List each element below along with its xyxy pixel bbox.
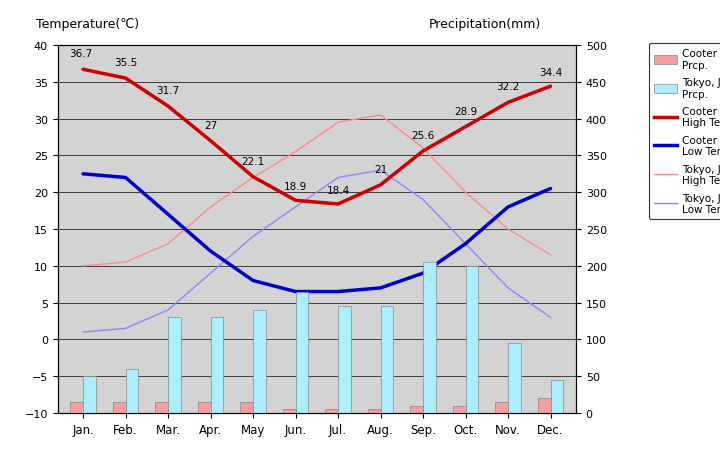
Bar [156,402,168,413]
Text: 18.4: 18.4 [326,186,350,196]
Bar [83,376,96,413]
Bar [508,343,521,413]
Bar [168,318,181,413]
Bar [283,409,295,413]
Text: 18.9: 18.9 [284,182,307,192]
Bar [295,292,308,413]
Legend: Cooter Pedy
Prcp., Tokyo, Japan
Prcp., Cooter Pedy
High Temp., Cooter Pedy
Low T: Cooter Pedy Prcp., Tokyo, Japan Prcp., C… [649,44,720,220]
Bar [495,402,508,413]
Bar [338,307,351,413]
Bar [410,406,423,413]
Bar [198,402,210,413]
Text: 36.7: 36.7 [69,49,93,59]
Bar [113,402,125,413]
Text: 31.7: 31.7 [156,86,180,96]
Bar [453,406,466,413]
Bar [381,307,393,413]
Text: Precipitation(mm): Precipitation(mm) [428,18,541,31]
Text: 27: 27 [204,120,217,130]
Text: 35.5: 35.5 [114,58,138,68]
Bar [125,369,138,413]
Text: 34.4: 34.4 [539,68,562,78]
Bar [423,263,436,413]
Text: Temperature(℃): Temperature(℃) [36,18,139,31]
Bar [538,398,551,413]
Bar [466,266,478,413]
Text: 21: 21 [374,164,387,174]
Bar [210,318,223,413]
Text: 32.2: 32.2 [496,82,520,92]
Text: 22.1: 22.1 [241,157,265,166]
Bar [325,409,338,413]
Bar [240,402,253,413]
Bar [71,402,83,413]
Text: 25.6: 25.6 [411,131,435,140]
Bar [253,310,266,413]
Bar [368,409,381,413]
Text: 28.9: 28.9 [454,106,477,117]
Bar [551,380,563,413]
